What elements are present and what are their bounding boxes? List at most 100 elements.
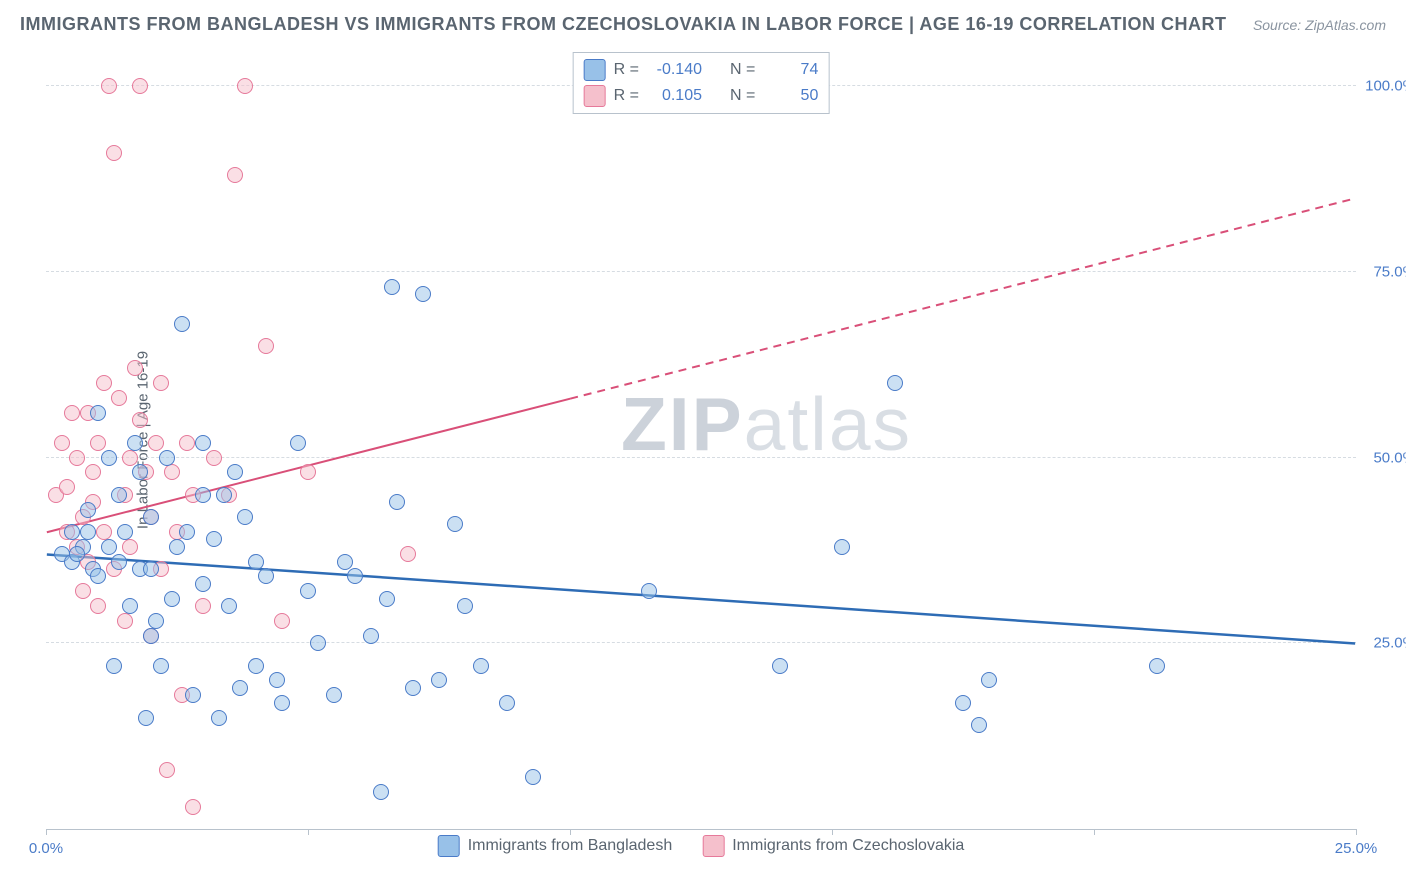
scatter-point xyxy=(237,509,253,525)
scatter-point xyxy=(185,687,201,703)
scatter-point xyxy=(248,658,264,674)
scatter-point xyxy=(122,539,138,555)
gridline: 25.0% xyxy=(46,642,1356,643)
x-tick-label: 25.0% xyxy=(1335,840,1378,857)
series-legend: Immigrants from Bangladesh Immigrants fr… xyxy=(438,835,965,857)
scatter-point xyxy=(122,450,138,466)
series-legend-item: Immigrants from Bangladesh xyxy=(438,835,673,857)
correlation-legend: R = -0.140 N = 74 R = 0.105 N = 50 xyxy=(573,52,830,114)
legend-swatch xyxy=(584,85,606,107)
scatter-point xyxy=(971,717,987,733)
scatter-point xyxy=(117,613,133,629)
trend-lines xyxy=(46,50,1356,829)
r-value: -0.140 xyxy=(647,61,702,79)
scatter-point xyxy=(206,450,222,466)
scatter-point xyxy=(90,405,106,421)
scatter-point xyxy=(174,316,190,332)
scatter-point xyxy=(1149,658,1165,674)
scatter-point xyxy=(64,405,80,421)
scatter-point xyxy=(237,78,253,94)
x-tick xyxy=(308,829,309,835)
x-tick xyxy=(1356,829,1357,835)
scatter-point xyxy=(373,784,389,800)
y-tick-label: 100.0% xyxy=(1365,78,1406,95)
scatter-point xyxy=(132,78,148,94)
scatter-point xyxy=(127,360,143,376)
chart-header: IMMIGRANTS FROM BANGLADESH VS IMMIGRANTS… xyxy=(20,14,1386,35)
x-tick xyxy=(46,829,47,835)
plot-area: In Labor Force | Age 16-19 25.0%50.0%75.… xyxy=(46,50,1356,830)
scatter-point xyxy=(258,568,274,584)
legend-swatch xyxy=(438,835,460,857)
chart-title: IMMIGRANTS FROM BANGLADESH VS IMMIGRANTS… xyxy=(20,14,1227,35)
scatter-point xyxy=(216,487,232,503)
scatter-point xyxy=(248,554,264,570)
scatter-point xyxy=(363,628,379,644)
scatter-point xyxy=(179,435,195,451)
scatter-point xyxy=(153,658,169,674)
r-label: R = xyxy=(614,61,639,79)
scatter-point xyxy=(106,145,122,161)
scatter-point xyxy=(132,464,148,480)
scatter-point xyxy=(326,687,342,703)
scatter-point xyxy=(143,561,159,577)
scatter-point xyxy=(169,539,185,555)
y-tick-label: 25.0% xyxy=(1373,635,1406,652)
scatter-point xyxy=(80,524,96,540)
scatter-point xyxy=(206,531,222,547)
scatter-point xyxy=(111,487,127,503)
legend-swatch xyxy=(584,59,606,81)
scatter-point xyxy=(153,375,169,391)
scatter-point xyxy=(431,672,447,688)
scatter-point xyxy=(834,539,850,555)
scatter-point xyxy=(143,509,159,525)
scatter-point xyxy=(111,554,127,570)
scatter-point xyxy=(179,524,195,540)
scatter-point xyxy=(384,279,400,295)
scatter-point xyxy=(90,568,106,584)
scatter-point xyxy=(499,695,515,711)
scatter-point xyxy=(227,167,243,183)
scatter-point xyxy=(101,450,117,466)
scatter-point xyxy=(101,539,117,555)
scatter-point xyxy=(69,450,85,466)
gridline: 75.0% xyxy=(46,271,1356,272)
legend-swatch xyxy=(702,835,724,857)
scatter-point xyxy=(379,591,395,607)
scatter-point xyxy=(122,598,138,614)
scatter-point xyxy=(227,464,243,480)
scatter-point xyxy=(274,695,290,711)
gridline: 50.0% xyxy=(46,457,1356,458)
scatter-point xyxy=(195,598,211,614)
scatter-point xyxy=(981,672,997,688)
series-legend-item: Immigrants from Czechoslovakia xyxy=(702,835,964,857)
n-value: 74 xyxy=(763,61,818,79)
x-tick xyxy=(1094,829,1095,835)
scatter-point xyxy=(195,435,211,451)
y-tick-label: 75.0% xyxy=(1373,263,1406,280)
scatter-point xyxy=(164,591,180,607)
x-tick-label: 0.0% xyxy=(29,840,63,857)
scatter-point xyxy=(64,524,80,540)
scatter-point xyxy=(195,487,211,503)
n-value: 50 xyxy=(763,87,818,105)
scatter-point xyxy=(447,516,463,532)
scatter-point xyxy=(274,613,290,629)
scatter-point xyxy=(54,435,70,451)
scatter-point xyxy=(111,390,127,406)
scatter-point xyxy=(132,412,148,428)
series-name: Immigrants from Bangladesh xyxy=(468,837,673,855)
scatter-point xyxy=(300,583,316,599)
scatter-point xyxy=(159,450,175,466)
scatter-point xyxy=(148,613,164,629)
source-attribution: Source: ZipAtlas.com xyxy=(1253,17,1386,33)
scatter-point xyxy=(232,680,248,696)
scatter-point xyxy=(955,695,971,711)
scatter-point xyxy=(772,658,788,674)
scatter-point xyxy=(887,375,903,391)
scatter-point xyxy=(90,598,106,614)
scatter-point xyxy=(457,598,473,614)
legend-row: R = -0.140 N = 74 xyxy=(584,57,819,83)
scatter-point xyxy=(405,680,421,696)
scatter-point xyxy=(75,583,91,599)
